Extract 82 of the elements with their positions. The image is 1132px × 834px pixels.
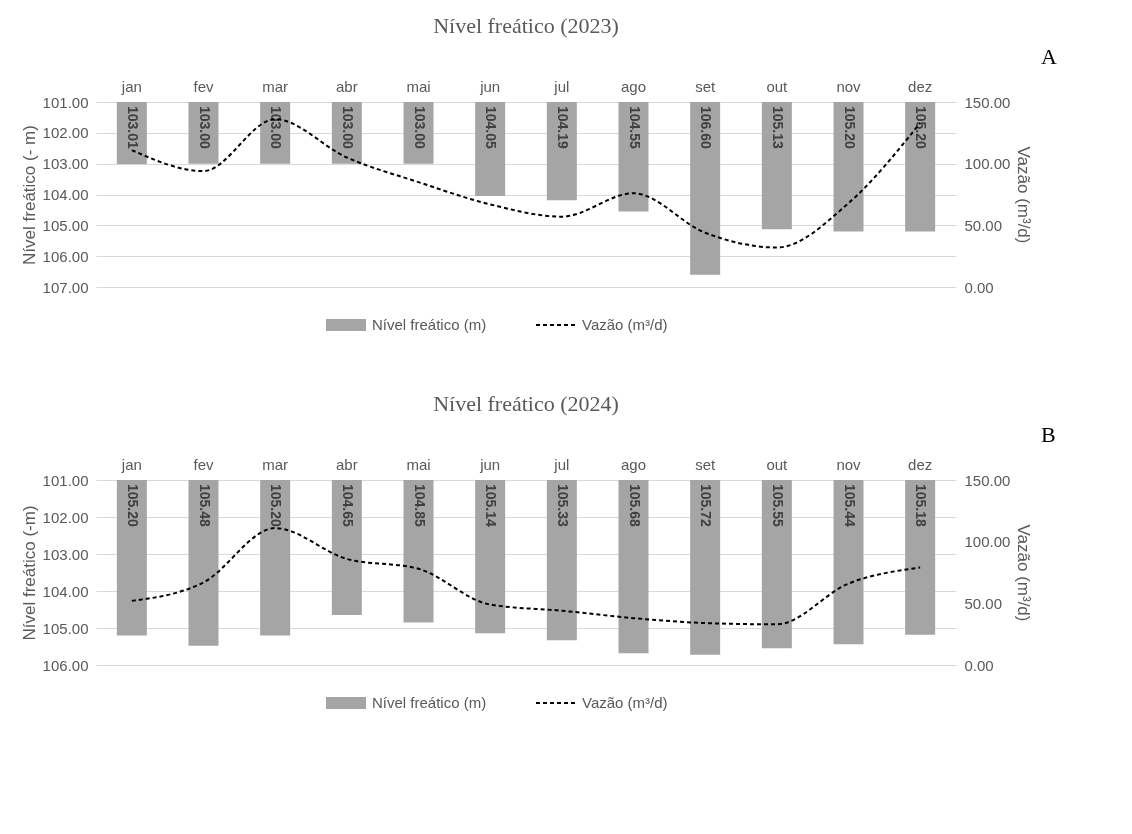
data-label: 103.00 <box>196 106 213 150</box>
data-label: 103.00 <box>411 106 428 150</box>
data-label: 105.48 <box>196 484 213 528</box>
x-tick-label: jun <box>479 455 501 473</box>
data-label: 105.72 <box>698 484 715 528</box>
x-tick-label: nov <box>836 77 862 95</box>
y-tick-label: 104.00 <box>42 582 89 600</box>
legend-label: Vazão (m³/d) <box>582 694 668 711</box>
data-label: 104.05 <box>483 106 500 150</box>
legend-label: Nível freático (m) <box>372 316 487 333</box>
data-label: 105.14 <box>483 484 500 528</box>
x-tick-label: jul <box>553 455 570 473</box>
y-tick-label: 103.00 <box>42 545 89 563</box>
y-tick-label: 107.00 <box>42 278 89 296</box>
y-tick-label: 106.00 <box>42 656 89 674</box>
data-label: 103.00 <box>339 106 356 150</box>
y-tick-label: 102.00 <box>42 124 89 142</box>
x-tick-label: dez <box>908 455 933 473</box>
x-tick-label: abr <box>335 77 358 95</box>
y-tick-label: 101.00 <box>42 471 89 489</box>
data-label: 104.19 <box>554 106 571 150</box>
x-tick-label: set <box>695 455 716 473</box>
data-label: 104.65 <box>339 484 356 528</box>
x-tick-label: mar <box>262 455 289 473</box>
legend-label: Nível freático (m) <box>372 694 487 711</box>
text: A <box>1041 44 1057 69</box>
legend-label: Vazão (m³/d) <box>582 316 668 333</box>
x-tick-label: ago <box>620 77 647 95</box>
y-tick-label: 103.00 <box>42 155 89 173</box>
data-label: 104.55 <box>626 106 643 150</box>
data-label: 105.55 <box>769 484 786 528</box>
y-tick-label: 105.00 <box>42 619 89 637</box>
data-label: 104.85 <box>411 484 428 528</box>
y-tick-label: 106.00 <box>42 247 89 265</box>
x-tick-label: jun <box>479 77 501 95</box>
x-tick-label: out <box>766 455 789 473</box>
x-tick-label: fev <box>193 455 214 473</box>
x-tick-label: mai <box>406 455 431 473</box>
data-label: 105.18 <box>913 484 930 528</box>
y-axis-title: Nível freático (- m) <box>19 125 39 265</box>
x-tick-label: mai <box>406 77 431 95</box>
line-series <box>130 527 922 626</box>
text: B <box>1041 422 1056 447</box>
x-tick-label: ago <box>620 455 647 473</box>
data-label: 105.33 <box>554 484 571 528</box>
y-tick-label: 101.00 <box>42 93 89 111</box>
x-tick-label: dez <box>908 77 933 95</box>
y-axis-title: Nível freático (-m) <box>19 505 39 641</box>
y2-tick-label: 50.00 <box>964 594 1003 612</box>
data-label: 105.44 <box>841 484 858 528</box>
x-tick-label: abr <box>335 455 358 473</box>
data-label: 105.20 <box>124 484 141 528</box>
y-tick-label: 102.00 <box>42 508 89 526</box>
data-label: 103.01 <box>124 106 141 150</box>
x-tick-label: jan <box>120 77 142 95</box>
chart-title: Nível freático (2023) <box>433 13 619 38</box>
chart-title: Nível freático (2024) <box>433 391 619 416</box>
data-label: 105.20 <box>913 106 930 150</box>
y2-tick-label: 150.00 <box>964 471 1011 489</box>
y2-tick-label: 0.00 <box>964 278 994 296</box>
data-label: 103.00 <box>268 106 285 150</box>
y2-axis-title: Vazão (m³/d) <box>1014 524 1034 622</box>
y-tick-label: 105.00 <box>42 216 89 234</box>
x-tick-label: fev <box>193 77 214 95</box>
y2-tick-label: 100.00 <box>964 155 1011 173</box>
y2-tick-label: 150.00 <box>964 93 1011 111</box>
x-tick-label: nov <box>836 455 862 473</box>
x-tick-label: set <box>695 77 716 95</box>
x-tick-label: out <box>766 77 789 95</box>
data-label: 105.20 <box>841 106 858 150</box>
data-label: 105.20 <box>268 484 285 528</box>
x-tick-label: jan <box>120 455 142 473</box>
y2-tick-label: 0.00 <box>964 656 994 674</box>
data-label: 105.13 <box>769 106 786 150</box>
y2-axis-title: Vazão (m³/d) <box>1014 146 1034 244</box>
y-tick-label: 104.00 <box>42 186 89 203</box>
y2-tick-label: 100.00 <box>964 533 1011 551</box>
data-label: 106.60 <box>698 106 715 150</box>
x-tick-label: jul <box>553 77 570 95</box>
data-label: 105.68 <box>626 484 643 528</box>
x-tick-label: mar <box>262 77 289 95</box>
y2-tick-label: 50.00 <box>964 216 1003 234</box>
